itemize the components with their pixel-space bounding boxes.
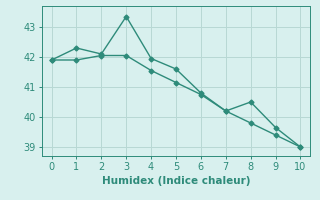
- X-axis label: Humidex (Indice chaleur): Humidex (Indice chaleur): [102, 176, 250, 186]
